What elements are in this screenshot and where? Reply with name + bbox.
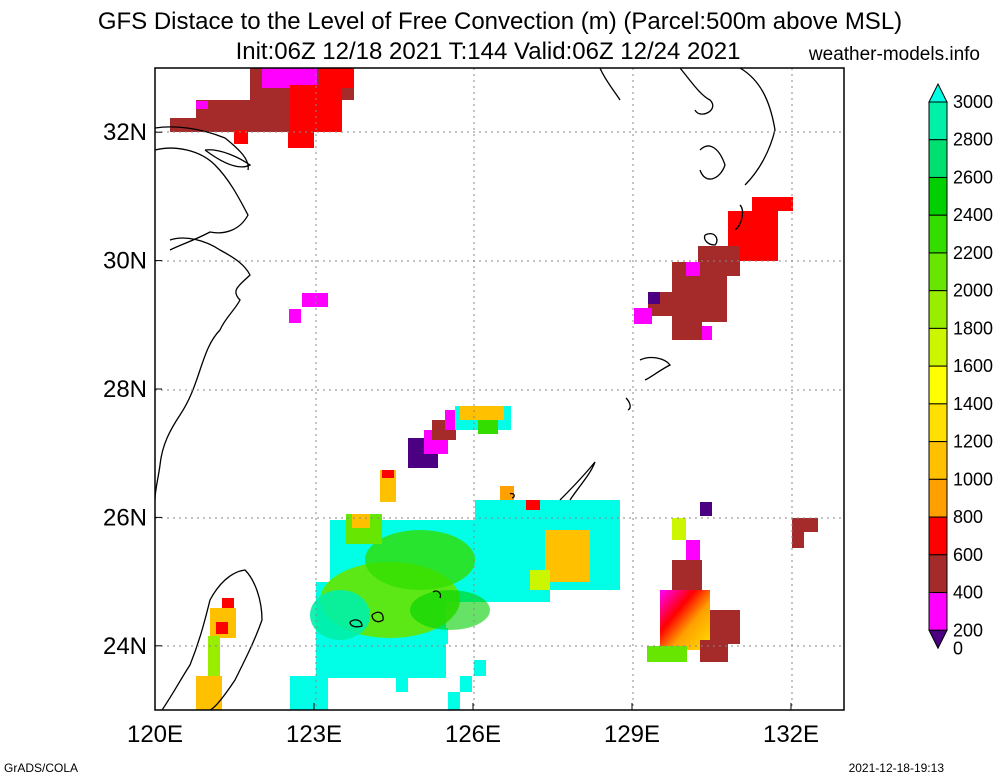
colorbar-label: 1400: [953, 394, 993, 414]
colorbar-segment: [928, 592, 948, 631]
colorbar-label: 0: [953, 638, 963, 658]
lon-tick-label: 123E: [286, 721, 342, 748]
colorbar-segment: [928, 478, 948, 518]
field-main-mass: [290, 470, 620, 710]
field-magenta-spot: [289, 293, 328, 323]
colorbar-label: 2600: [953, 167, 993, 187]
footer-credit: GrADS/COLA: [4, 761, 79, 775]
lon-tick-label: 126E: [445, 721, 501, 748]
plot-area: [155, 68, 844, 710]
colorbar-segment: [928, 139, 948, 178]
lat-tick-label: 26N: [103, 504, 147, 531]
colorbar-label: 600: [953, 545, 983, 565]
field-north-cluster: [170, 68, 354, 148]
colorbar-segment: [928, 403, 948, 443]
colorbar-label: 2200: [953, 243, 993, 263]
colorbar-label: 1600: [953, 356, 993, 376]
colorbar-segment: [928, 327, 948, 367]
colorbar-segment: [928, 252, 948, 292]
colorbar-segment: [928, 290, 948, 329]
lat-tick-label: 28N: [103, 376, 147, 403]
colorbar-label: 800: [953, 507, 983, 527]
colorbar-segment: [928, 214, 948, 254]
colorbar: 3000 2800 2600 2400 2200 2000 1800 1600 1400 1200…: [928, 82, 993, 658]
latitude-axis: 32N 30N 28N 26N 24N: [103, 119, 162, 660]
colorbar-segment: [928, 365, 948, 405]
longitude-axis: 120E 123E 126E 129E 132E: [127, 703, 819, 748]
colorbar-label: 1000: [953, 469, 993, 489]
lat-tick-label: 30N: [103, 248, 147, 275]
colorbar-label: 3000: [953, 92, 993, 112]
graticule: [155, 68, 844, 710]
field-taiwan: [196, 598, 236, 710]
lon-tick-label: 132E: [763, 721, 819, 748]
colorbar-segment: [928, 554, 948, 594]
lat-tick-label: 24N: [103, 633, 147, 660]
colorbar-label: 2400: [953, 205, 993, 225]
field-ryukyu-north: [634, 197, 793, 340]
footer-timestamp: 2021-12-18-19:13: [848, 761, 944, 775]
lon-tick-label: 129E: [604, 721, 660, 748]
site-label: weather-models.info: [808, 44, 980, 65]
colorbar-label: 200: [953, 620, 983, 640]
colorbar-label: 2800: [953, 130, 993, 150]
colorbar-label: 1200: [953, 432, 993, 452]
chart-subtitle: Init:06Z 12/18 2021 T:144 Valid:06Z 12/2…: [235, 38, 741, 65]
chart-title: GFS Distace to the Level of Free Convect…: [97, 8, 903, 35]
colorbar-top-arrow: [928, 82, 948, 103]
colorbar-segment: [928, 516, 948, 556]
colorbar-segment: [928, 101, 948, 141]
coastlines: [155, 68, 776, 710]
colorbar-bottom-arrow: [928, 629, 948, 650]
colorbar-label: 1800: [953, 318, 993, 338]
colorbar-segment: [928, 441, 948, 480]
lat-tick-label: 32N: [103, 119, 147, 146]
colorbar-label: 400: [953, 583, 983, 603]
lon-tick-label: 120E: [127, 721, 183, 748]
field-center-band: [408, 406, 511, 468]
colorbar-segment: [928, 176, 948, 216]
colorbar-label: 2000: [953, 281, 993, 301]
